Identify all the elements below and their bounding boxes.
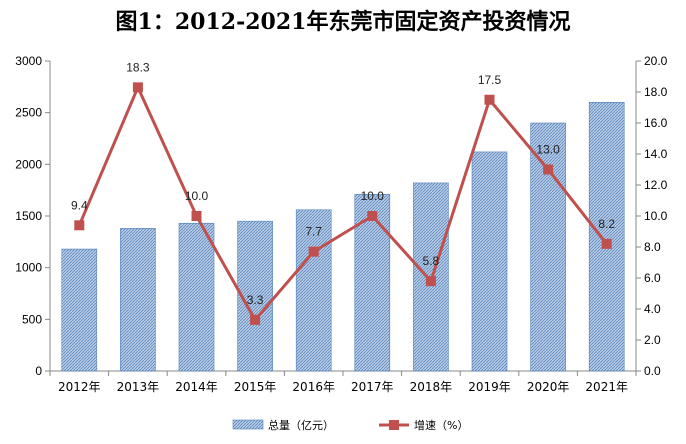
bar [588,102,625,372]
chart-title: 图1：2012-2021年东莞市固定资产投资情况 [115,9,571,35]
y-tick-right-label: 14.0 [644,147,668,161]
y-tick-right-label: 18.0 [644,85,668,99]
data-label: 13.0 [536,143,560,157]
growth-point [250,314,261,325]
growth-point [132,82,143,93]
data-label: 7.7 [305,225,322,239]
y-tick-right-label: 16.0 [644,116,668,130]
data-label: 10.0 [185,189,209,203]
legend-bar-swatch [232,419,264,430]
bar [120,228,156,372]
y-tick-right-label: 4.0 [644,302,661,316]
data-label: 5.8 [423,254,440,268]
growth-point [367,211,378,221]
y-tick-left-label: 2000 [15,157,42,171]
y-tick-right-label: 10.0 [644,209,668,223]
data-label: 8.2 [598,217,615,231]
x-tick-label: 2015年 [234,380,277,394]
y-tick-right-label: 6.0 [644,271,661,285]
bar [530,122,566,372]
y-tick-left-label: 3000 [15,54,42,68]
bar [61,248,98,372]
data-label: 18.3 [126,60,150,74]
y-tick-left-label: 500 [22,312,42,326]
y-tick-left-label: 2500 [15,106,42,120]
y-tick-right-label: 2.0 [644,333,661,347]
x-tick-label: 2013年 [117,380,160,394]
bar [295,209,332,372]
growth-point [191,211,202,221]
data-label: 10.0 [361,189,385,203]
x-tick-label: 2017年 [351,380,394,394]
y-tick-right-label: 20.0 [644,54,668,68]
x-tick-label: 2018年 [410,380,453,394]
data-label: 9.4 [71,198,88,212]
growth-point [425,276,436,287]
x-tick-label: 2021年 [585,380,628,394]
y-tick-left-label: 0 [35,364,42,378]
growth-line [77,83,608,323]
legend-line-marker [389,420,399,430]
x-tick-label: 2014年 [175,380,218,394]
x-tick-label: 2012年 [58,380,101,394]
y-tick-right-label: 12.0 [644,178,668,192]
data-label: 17.5 [478,73,502,87]
bar [471,151,508,372]
y-tick-right-label: 0.0 [644,364,661,378]
y-tick-right-label: 8.0 [644,240,661,254]
growth-point [601,238,612,249]
bar [178,222,215,372]
y-tick-left-label: 1000 [15,261,42,275]
bar [237,220,273,372]
growth-point [74,220,85,231]
x-tick-label: 2019年 [468,380,511,394]
x-tick-label: 2016年 [292,380,335,394]
growth-point [543,164,554,175]
data-label: 3.3 [247,293,264,307]
growth-point [308,246,319,257]
legend-bar-label: 总量（亿元） [268,418,334,432]
x-tick-label: 2020年 [527,380,570,394]
y-tick-left-label: 1500 [15,209,42,223]
legend-line-label: 增速（%） [414,418,468,432]
growth-point [484,94,495,105]
